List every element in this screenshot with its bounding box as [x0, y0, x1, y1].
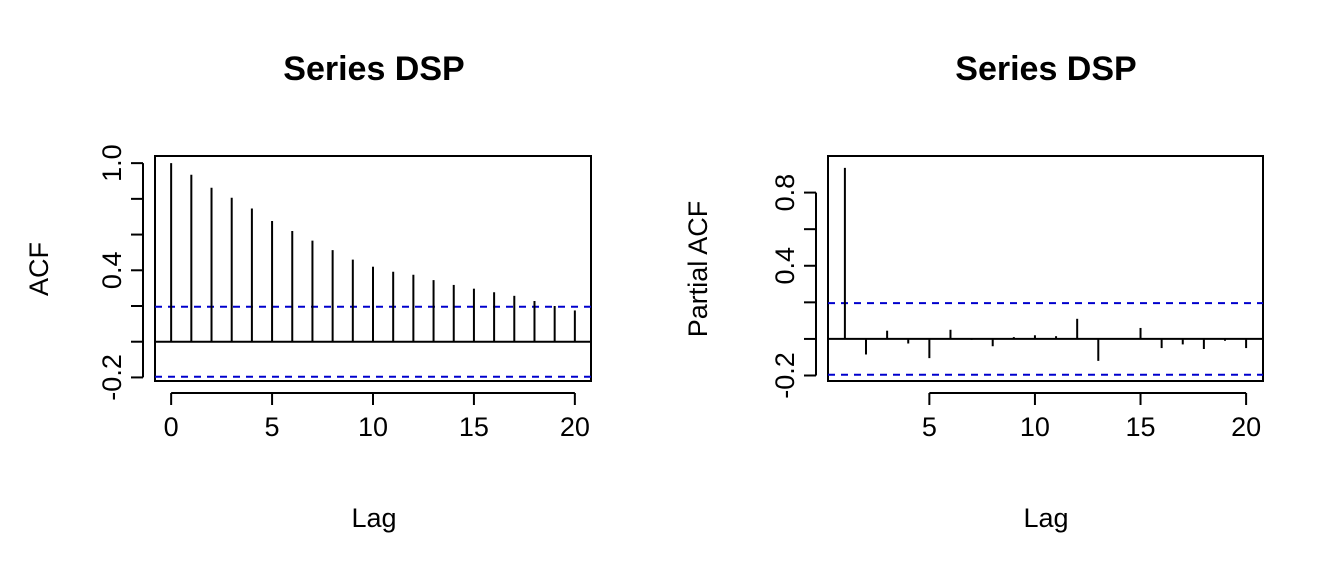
- pacf-x-tick-label: 5: [922, 412, 937, 442]
- pacf-x-label: Lag: [1023, 503, 1068, 533]
- acf-y-label: ACF: [24, 242, 54, 296]
- pacf-y-tick-label: 0.8: [770, 174, 800, 212]
- pacf-frame: [827, 155, 1264, 382]
- acf-y-tick-label: 1.0: [97, 144, 127, 182]
- acf-x-tick-label: 20: [560, 412, 590, 442]
- pacf-plot-area: 5 10 15 20 -0.2 0.4 0.8: [770, 155, 1264, 442]
- pacf-title: Series DSP: [955, 50, 1136, 88]
- acf-y-tick-label: -0.2: [97, 354, 127, 401]
- acf-x-tick-label: 0: [164, 412, 179, 442]
- pacf-y-tick-label: 0.4: [770, 247, 800, 285]
- acf-plot-area: 0 5 10 15 20 -0.2 0.4 1.0: [97, 144, 592, 442]
- acf-frame: [154, 155, 592, 382]
- pacf-y-tick-label: -0.2: [770, 352, 800, 399]
- acf-y-tick-label: 0.4: [97, 252, 127, 290]
- acf-x-tick-label: 15: [459, 412, 489, 442]
- pacf-x-tick-label: 20: [1231, 412, 1261, 442]
- acf-title: Series DSP: [283, 50, 464, 88]
- acf-x-tick-label: 5: [265, 412, 280, 442]
- acf-x-label: Lag: [351, 503, 396, 533]
- acf-x-tick-label: 10: [358, 412, 388, 442]
- pacf-y-label: Partial ACF: [683, 201, 713, 338]
- pacf-x-tick-label: 10: [1020, 412, 1050, 442]
- pacf-x-tick-label: 15: [1126, 412, 1156, 442]
